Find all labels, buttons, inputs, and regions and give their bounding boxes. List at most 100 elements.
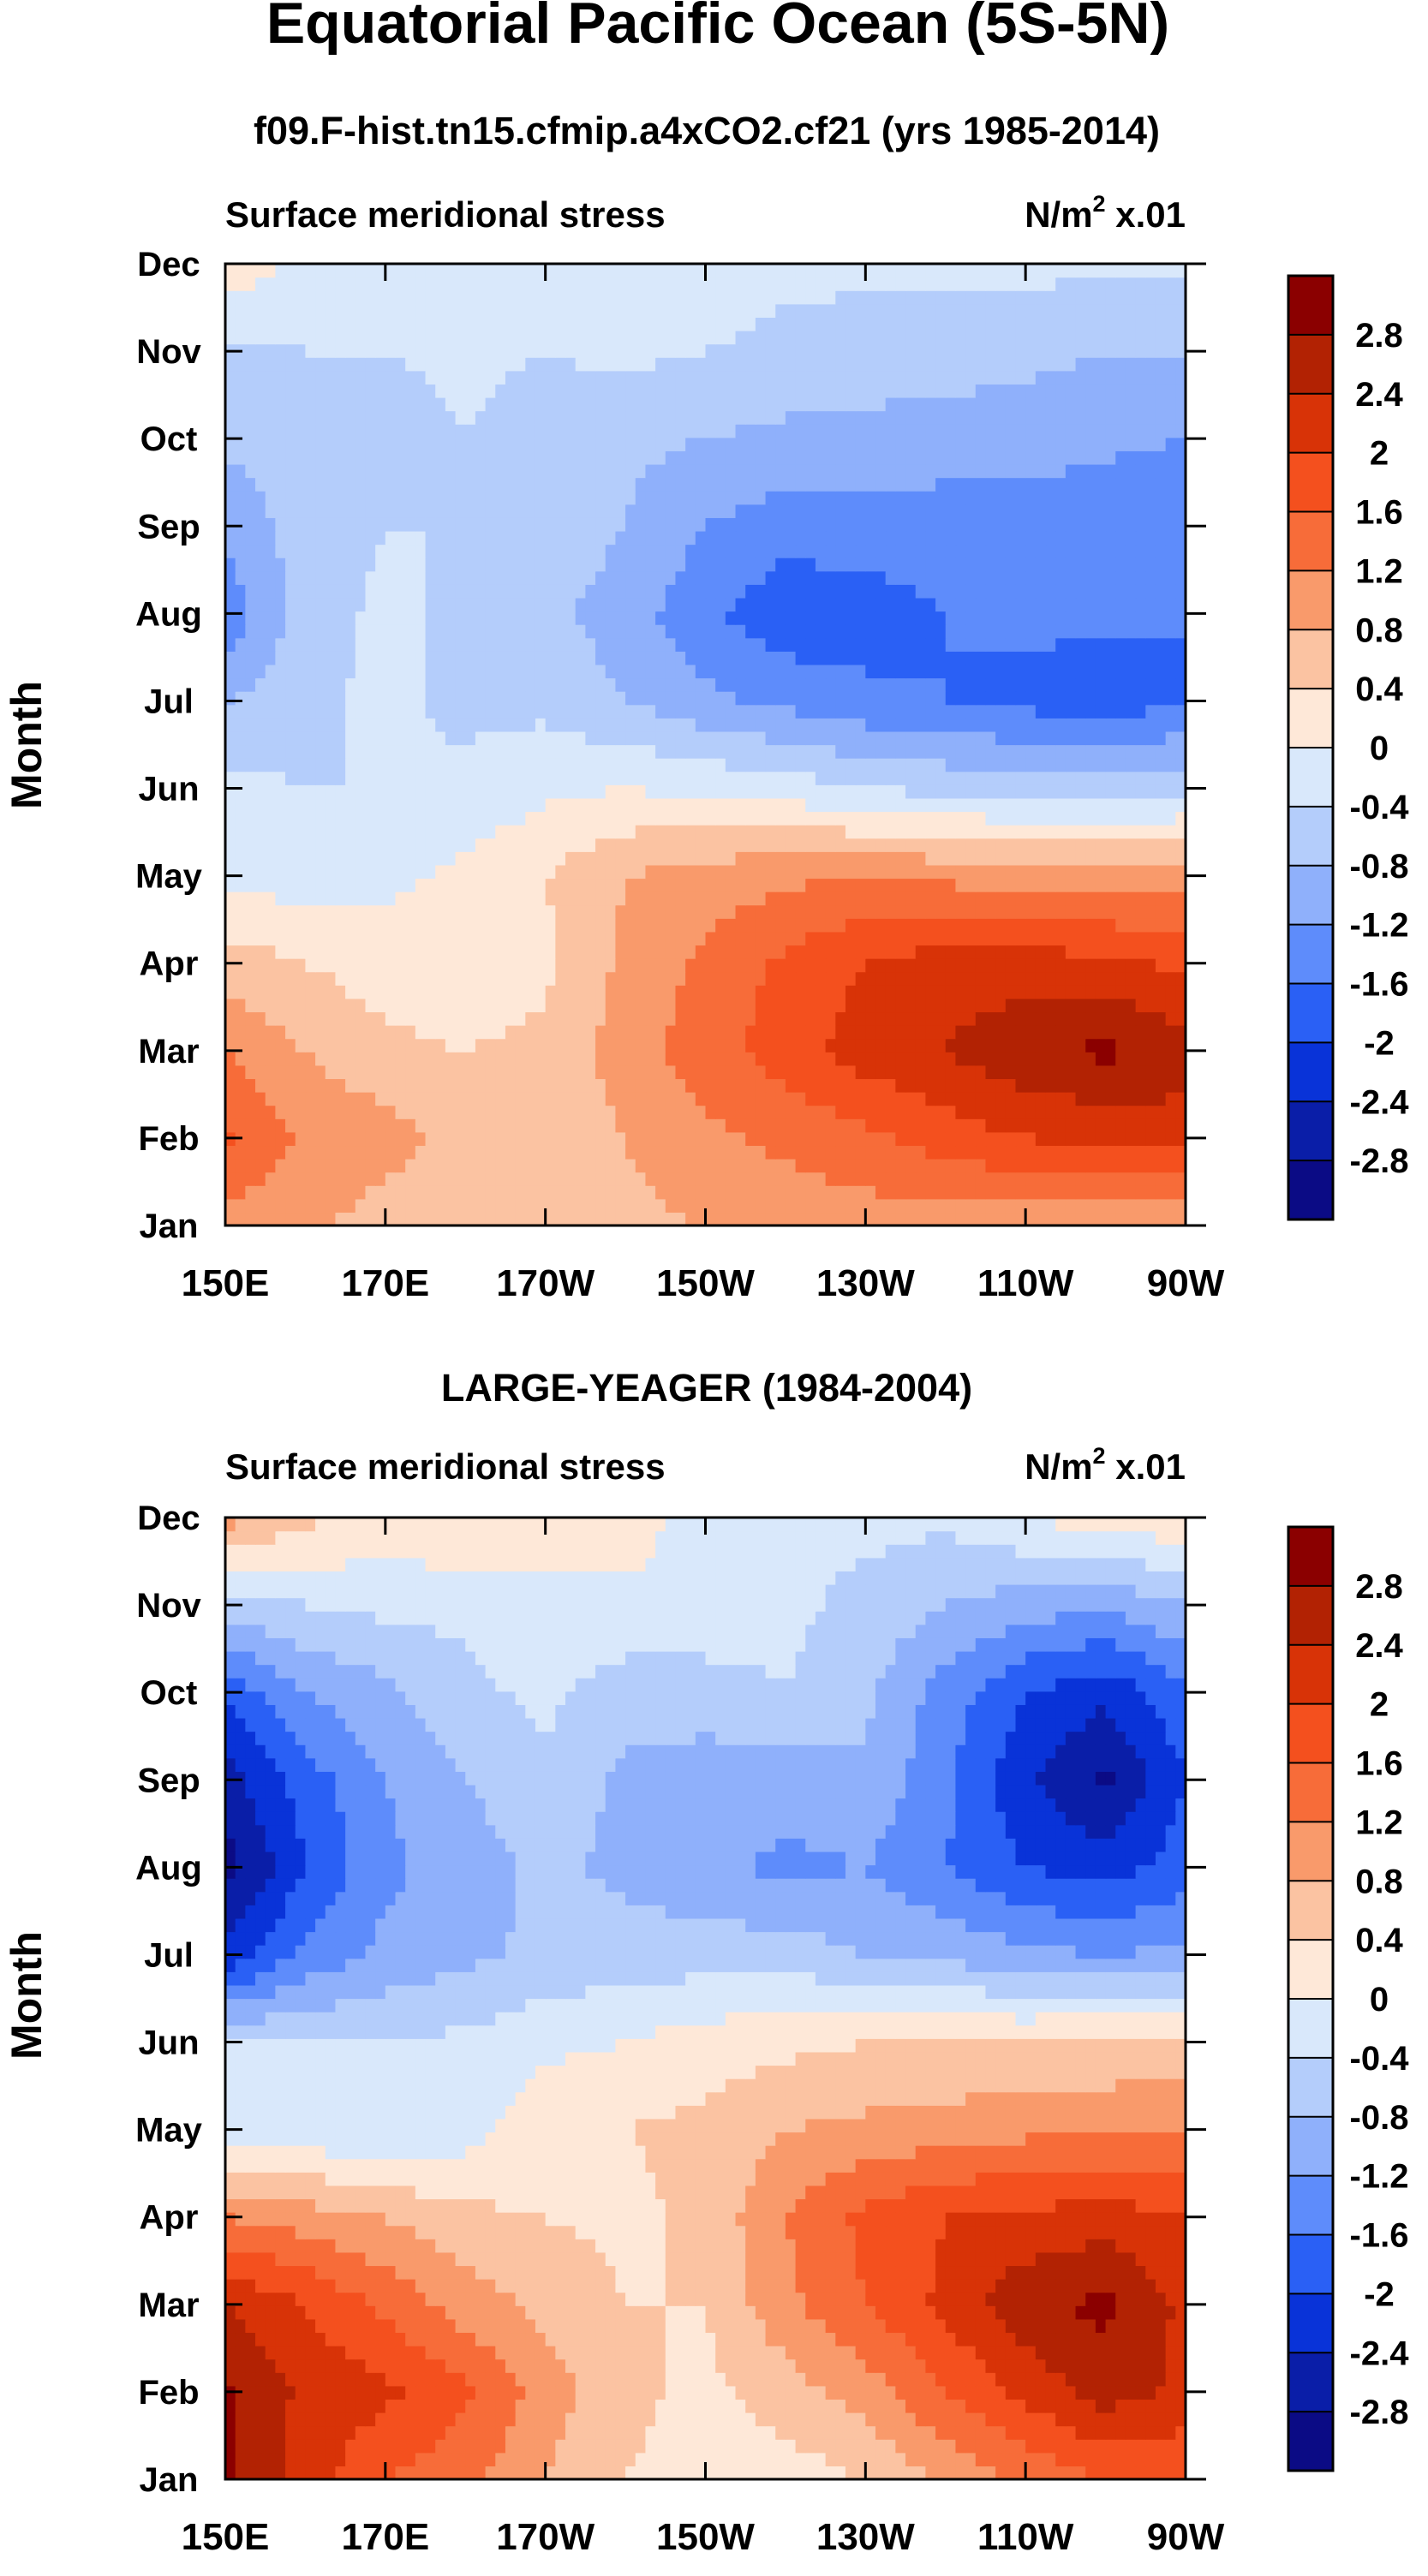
panel-1-contour-cell <box>1165 1198 1176 1213</box>
panel-1-contour-cell <box>855 1198 866 1213</box>
panel-1-contour-cell <box>1175 1131 1186 1147</box>
panel-1-contour-cell <box>815 1078 827 1093</box>
panel-1-contour-cell <box>565 825 577 839</box>
panel-1-contour-cell <box>625 1038 636 1052</box>
panel-1-contour-cell <box>895 864 906 880</box>
panel-1-contour-cell <box>365 1052 376 1066</box>
panel-1-contour-cell <box>1085 971 1096 986</box>
panel-1-contour-cell <box>775 611 786 625</box>
panel-1-contour-cell <box>525 1172 536 1186</box>
panel-1-contour-cell <box>585 1159 596 1173</box>
panel-1-contour-cell <box>235 584 246 599</box>
panel-1-contour-cell <box>635 1064 647 1080</box>
panel-1-contour-cell <box>355 624 367 639</box>
panel-1-contour-cell <box>905 811 917 826</box>
panel-1-contour-cell <box>925 624 936 639</box>
panel-1-contour-cell <box>845 1064 857 1080</box>
panel-1-contour-cell <box>1115 691 1126 706</box>
panel-1-contour-cell <box>775 904 786 919</box>
panel-1-contour-cell <box>905 971 917 986</box>
panel-1-contour-cell <box>1085 611 1096 625</box>
panel-1-contour-cell <box>1065 530 1077 546</box>
panel-1-contour-cell <box>315 1052 326 1066</box>
panel-1-contour-cell <box>485 530 496 546</box>
panel-1-contour-cell <box>795 891 806 906</box>
panel-1-contour-cell <box>545 998 556 1013</box>
panel-1-contour-cell <box>515 570 526 585</box>
panel-1-contour-cell <box>545 971 556 986</box>
panel-1-contour-cell <box>495 1159 506 1173</box>
panel-1-contour-cell <box>1065 811 1077 826</box>
panel-1-contour-cell <box>385 958 397 973</box>
panel-1-contour-cell <box>255 851 266 866</box>
panel-1-contour-cell <box>835 998 846 1013</box>
panel-1-contour-cell <box>305 1105 316 1119</box>
panel-1-contour-cell <box>685 611 696 625</box>
panel-1-contour-cell <box>565 1011 577 1026</box>
panel-1-contour-cell <box>675 1105 686 1119</box>
panel-1-contour-cell <box>375 570 386 585</box>
panel-1-contour-cell <box>1055 677 1067 692</box>
panel-1-contour-cell <box>225 1159 236 1173</box>
panel-1-contour-cell <box>1005 1025 1017 1040</box>
panel-1-contour-cell <box>815 691 827 706</box>
panel-1-contour-cell <box>325 771 337 785</box>
panel-1-contour-cell <box>585 730 596 746</box>
panel-1-contour-cell <box>695 530 707 546</box>
panel-1-contour-cell <box>915 1185 926 1200</box>
panel-1-contour-cell <box>1085 945 1096 959</box>
panel-1-contour-cell <box>335 958 346 973</box>
panel-1-contour-cell <box>945 1052 957 1066</box>
panel-1-contour-cell <box>1155 891 1167 906</box>
panel-1-contour-cell <box>485 771 496 785</box>
panel-1-contour-cell <box>665 570 677 585</box>
panel-1-contour-cell <box>1135 691 1146 706</box>
panel-1-contour-cell <box>895 570 906 585</box>
panel-1-contour-cell <box>875 838 887 852</box>
panel-1-contour-cell <box>765 918 776 933</box>
panel-1-contour-cell <box>575 998 586 1013</box>
panel-1-contour-cell <box>675 985 686 999</box>
panel-1-contour-cell <box>585 958 596 973</box>
panel-1-contour-cell <box>555 744 566 759</box>
panel-1-contour-cell <box>435 584 446 599</box>
panel-1-contour-cell <box>745 1064 756 1080</box>
panel-1-contour-cell <box>1035 971 1047 986</box>
panel-1-contour-cell <box>1005 744 1017 759</box>
panel-1-contour-cell <box>1145 811 1156 826</box>
panel-1-contour-cell <box>495 1212 506 1226</box>
panel-1-contour-cell <box>1095 931 1107 946</box>
panel-1-contour-cell <box>765 624 776 639</box>
panel-1-contour-cell <box>435 931 446 946</box>
panel-1-contour-cell <box>825 584 836 599</box>
panel-1-contour-cell <box>835 530 846 546</box>
panel-1-contour-cell <box>445 904 457 919</box>
panel-1-contour-cell <box>1035 864 1047 880</box>
panel-1-contour-cell <box>1095 1172 1107 1186</box>
panel-1-contour-cell <box>465 1198 476 1213</box>
panel-1-contour-cell <box>555 570 566 585</box>
panel-1-contour-cell <box>595 1172 606 1186</box>
panel-1-contour-cell <box>325 918 337 933</box>
panel-1-contour-cell <box>625 797 636 813</box>
panel-1-contour-cell <box>355 744 367 759</box>
panel-1-contour-cell <box>1085 1172 1096 1186</box>
panel-1-contour-cell <box>685 864 696 880</box>
panel-1-contour-cell <box>775 1145 786 1160</box>
panel-1-contour-cell <box>1055 558 1067 572</box>
panel-1-contour-cell <box>835 637 846 652</box>
panel-1-contour-cell <box>665 1064 677 1080</box>
panel-1-contour-cell <box>725 931 737 946</box>
panel-1-contour-cell <box>645 998 656 1013</box>
panel-1-contour-cell <box>705 971 716 986</box>
panel-1-contour-cell <box>595 637 606 652</box>
panel-1-contour-cell <box>565 1038 577 1052</box>
panel-1-contour-cell <box>415 1092 427 1106</box>
panel-1-contour-cell <box>345 1198 356 1213</box>
panel-1-contour-cell <box>805 1078 816 1093</box>
panel-1-contour-cell <box>385 1011 397 1026</box>
panel-1-contour-cell <box>835 971 846 986</box>
panel-1-contour-cell <box>505 971 517 986</box>
panel-1-contour-cell <box>825 784 836 799</box>
panel-1-contour-cell <box>475 758 487 772</box>
